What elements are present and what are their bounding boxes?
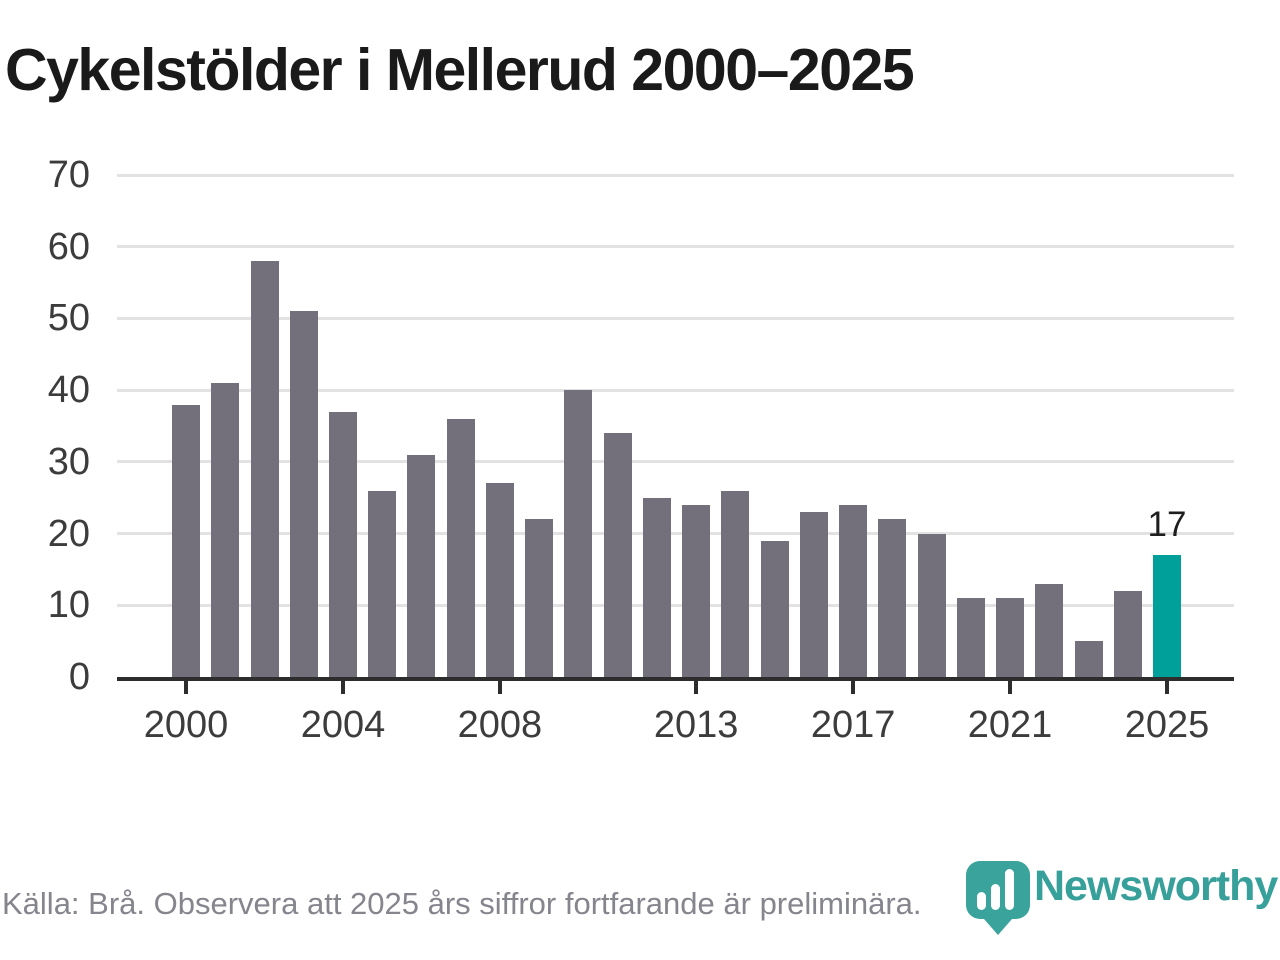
bar-2009 — [525, 519, 554, 677]
bar-value-label: 17 — [1147, 505, 1187, 545]
gridline-10 — [117, 603, 1234, 607]
bar-2023 — [1074, 641, 1103, 677]
x-tick-label-2021: 2021 — [967, 704, 1053, 746]
x-tick-label-2004: 2004 — [300, 704, 386, 746]
bar-2021 — [996, 598, 1024, 677]
bar-2005 — [368, 490, 397, 677]
bar-2025 — [1153, 555, 1181, 677]
x-tick-mark-2013 — [694, 681, 699, 694]
bar-2003 — [289, 311, 318, 677]
bar-2001 — [211, 383, 240, 677]
x-tick-mark-2021 — [1008, 681, 1012, 694]
bar-2007 — [446, 418, 475, 677]
bar-2020 — [956, 598, 985, 677]
gridline-70 — [117, 173, 1234, 177]
bar-2018 — [878, 519, 907, 677]
bar-2019 — [917, 533, 946, 677]
gridline-20 — [117, 532, 1234, 536]
bar-2004 — [329, 411, 357, 677]
bar-2022 — [1035, 583, 1064, 677]
bar-2006 — [407, 454, 436, 677]
y-tick-label-30: 30 — [47, 440, 90, 483]
x-tick-label-2013: 2013 — [653, 704, 739, 746]
gridline-60 — [117, 245, 1234, 249]
bar-2014 — [721, 490, 750, 677]
x-tick-label-2025: 2025 — [1124, 704, 1210, 746]
gridline-40 — [117, 388, 1234, 392]
gridline-30 — [117, 460, 1234, 464]
x-tick-label-2008: 2008 — [457, 704, 543, 746]
y-tick-label-60: 60 — [47, 225, 90, 268]
y-tick-label-10: 10 — [47, 584, 90, 627]
newsworthy-wordmark: Newsworthy — [1034, 862, 1278, 910]
x-tick-label-2000: 2000 — [143, 704, 229, 746]
x-tick-mark-2017 — [851, 681, 856, 694]
bar-2010 — [564, 390, 593, 677]
bar-2024 — [1113, 590, 1142, 677]
x-tick-mark-2008 — [497, 681, 502, 694]
y-tick-label-40: 40 — [47, 369, 90, 412]
x-tick-mark-2025 — [1165, 681, 1169, 694]
bar-2013 — [682, 504, 711, 677]
x-tick-label-2017: 2017 — [810, 704, 896, 746]
bar-2016 — [799, 512, 828, 677]
bar-2008 — [485, 483, 514, 677]
x-tick-mark-2000 — [184, 681, 188, 694]
gridline-50 — [117, 316, 1234, 320]
x-tick-mark-2004 — [341, 681, 345, 694]
source-note: Källa: Brå. Observera att 2025 års siffr… — [2, 886, 922, 921]
bar-2000 — [172, 404, 200, 677]
bar-2011 — [603, 433, 632, 677]
y-tick-label-50: 50 — [47, 297, 90, 340]
y-tick-label-20: 20 — [47, 512, 90, 555]
newsworthy-pin-icon — [966, 861, 1030, 935]
x-axis-line — [117, 677, 1234, 681]
chart-title: Cykelstölder i Mellerud 2000–2025 — [5, 37, 915, 103]
bar-2012 — [642, 497, 671, 677]
bar-2017 — [839, 504, 868, 677]
bar-2002 — [250, 261, 279, 677]
y-tick-label-0: 0 — [68, 656, 90, 698]
y-tick-label-70: 70 — [47, 154, 90, 196]
bar-2015 — [760, 540, 789, 677]
